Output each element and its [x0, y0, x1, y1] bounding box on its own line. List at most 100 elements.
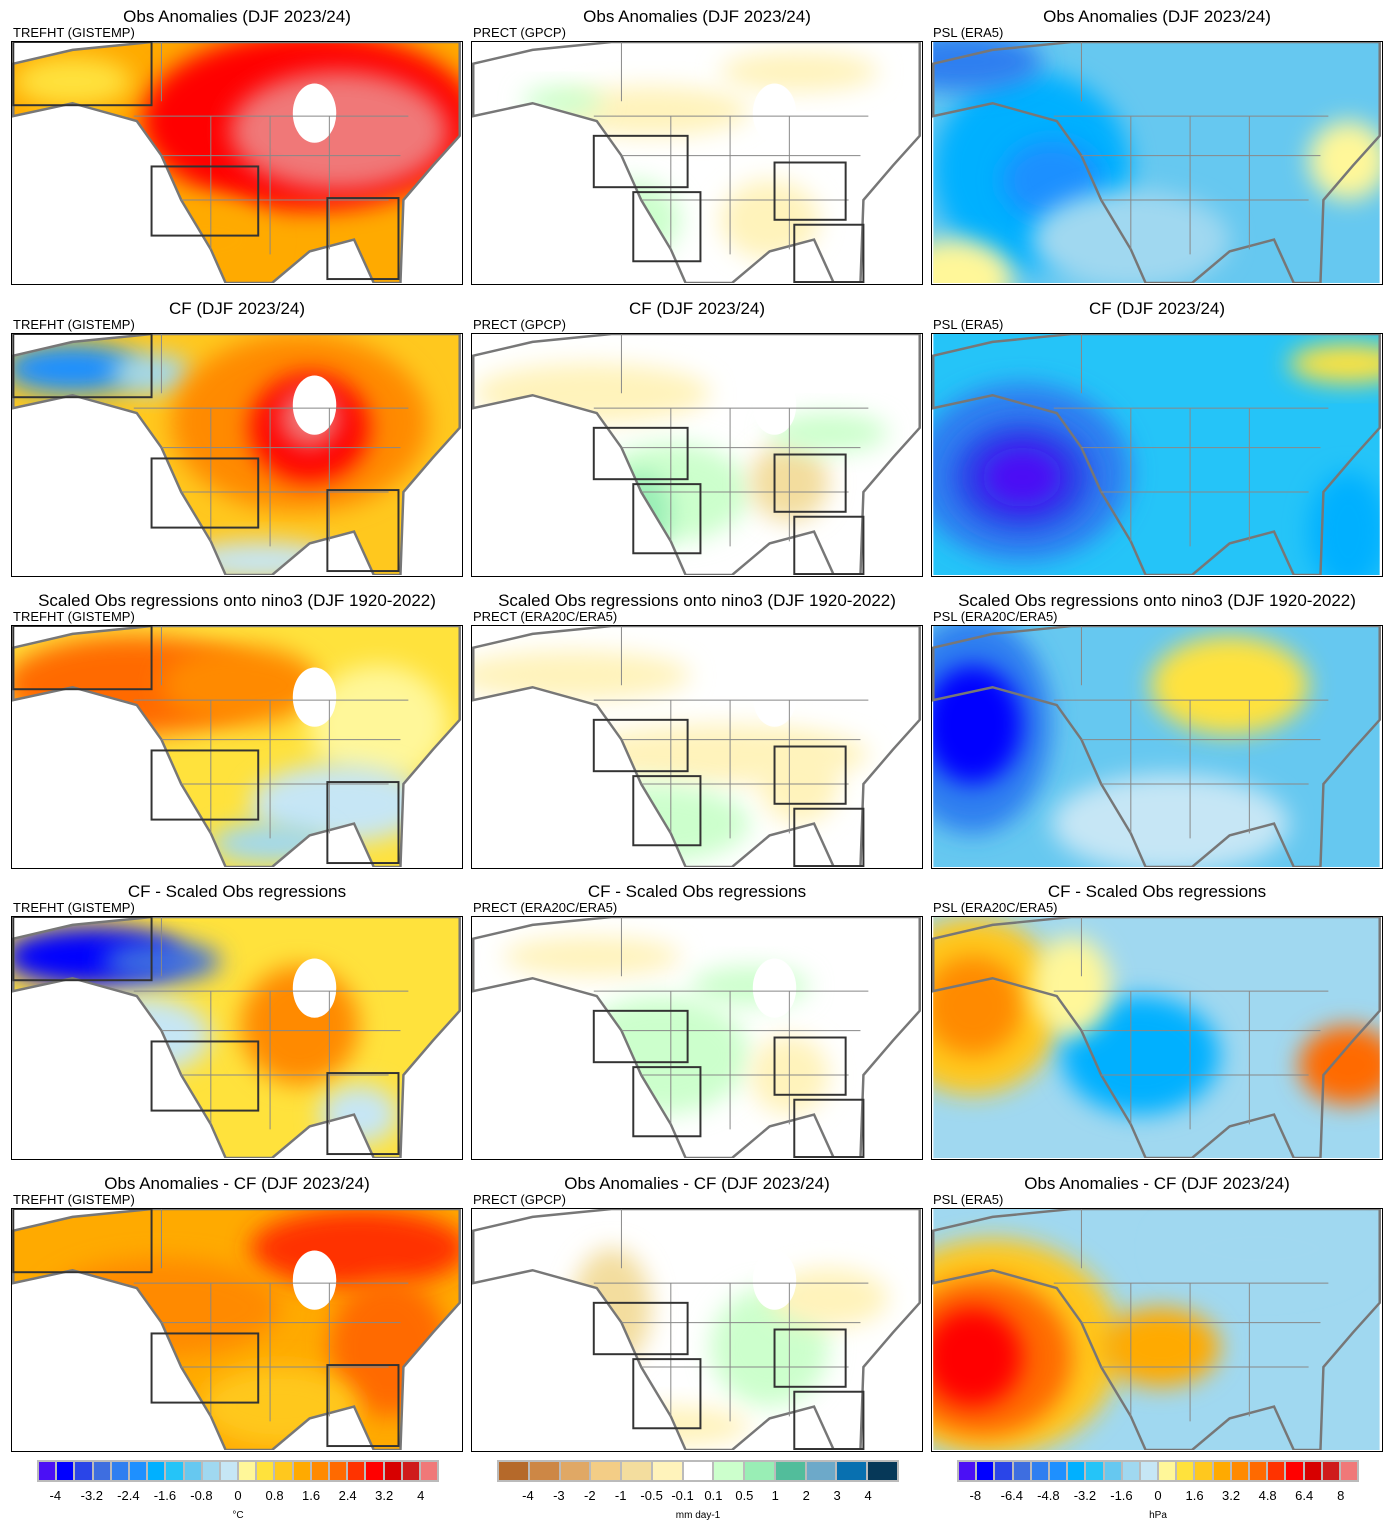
- colorbar-tick-label: -8: [969, 1488, 982, 1503]
- coastline: [472, 1209, 921, 1450]
- anomaly-contour-region: [250, 1209, 460, 1289]
- region-box: [632, 483, 702, 555]
- colorbar-tick-label: -3.2: [80, 1488, 104, 1503]
- panel-variable-label: PRECT (GPCP): [473, 25, 566, 40]
- region-box: [632, 1358, 702, 1430]
- colorbar-unit: hPa: [1149, 1510, 1167, 1521]
- colorbar-swatch: [293, 1462, 312, 1480]
- colorbar-tick-label: 0: [234, 1488, 242, 1503]
- anomaly-contour-region: [1061, 996, 1220, 1115]
- panel-title: CF (DJF 2023/24): [1088, 299, 1226, 318]
- panel-title: Obs Anomalies (DJF 2023/24): [123, 7, 351, 26]
- colorbar-tick-label: 1.6: [302, 1488, 321, 1503]
- region-box: [773, 1328, 847, 1388]
- anomaly-contour-region: [1051, 774, 1289, 867]
- colorbar-tick-label: -0.8: [190, 1488, 213, 1503]
- colorbar-swatch: [806, 1462, 838, 1480]
- colorbar-tick-label: 6.4: [1295, 1488, 1314, 1503]
- colorbar-swatch: [837, 1462, 869, 1480]
- colorbar-swatch: [591, 1462, 623, 1480]
- region-box: [326, 197, 400, 281]
- political-borders: [593, 334, 869, 547]
- coastline: [12, 42, 461, 283]
- political-borders: [1053, 626, 1329, 839]
- region-box: [592, 426, 689, 481]
- hudson-bay: [292, 1250, 337, 1310]
- panel-variable-label: PSL (ERA20C/ERA5): [933, 609, 1058, 624]
- anomaly-contour-region: [933, 42, 1042, 92]
- map-panel: [11, 333, 463, 577]
- map-panel: [11, 1208, 463, 1452]
- anomaly-contour-region: [181, 541, 340, 575]
- colorbar-tick-label: 0.1: [704, 1488, 723, 1503]
- region-box: [592, 134, 689, 189]
- region-box: [773, 161, 847, 221]
- colorbar-swatch: [184, 1462, 203, 1480]
- panel-variable-label: TREFHT (GISTEMP): [13, 317, 135, 332]
- coastline: [932, 917, 1381, 1158]
- anomaly-contour-region: [1288, 343, 1380, 384]
- region-box: [793, 515, 865, 575]
- colorbar-swatch: [420, 1462, 438, 1480]
- political-borders: [133, 334, 409, 547]
- map-panel: [11, 916, 463, 1160]
- anomaly-contour-region: [552, 784, 750, 864]
- anomaly-contour-region: [502, 936, 681, 977]
- region-box: [150, 1040, 260, 1112]
- colorbar-tick-label: 8: [1337, 1488, 1345, 1503]
- anomaly-contour-region: [572, 996, 750, 1115]
- colorbar-swatch: [384, 1462, 403, 1480]
- colorbar-unit: °C: [232, 1510, 244, 1521]
- coastline: [472, 334, 921, 575]
- colorbar-swatch: [220, 1462, 240, 1480]
- hudson-bay: [292, 83, 337, 143]
- colorbar-swatch: [1304, 1462, 1323, 1480]
- hudson-bay: [292, 375, 337, 435]
- colorbar-swatch: [57, 1462, 76, 1480]
- region-box: [592, 718, 689, 773]
- colorbar-swatch: [311, 1462, 330, 1480]
- coastline: [472, 917, 921, 1158]
- hudson-bay: [752, 1250, 797, 1310]
- colorbar-tick-label: -2: [583, 1488, 596, 1503]
- colorbar-tick-label: -2.4: [117, 1488, 140, 1503]
- colorbar-tick-label: -1.6: [153, 1488, 177, 1503]
- region-box: [12, 917, 153, 982]
- colorbar: [957, 1460, 1359, 1482]
- coastline: [12, 626, 461, 867]
- region-box: [793, 223, 865, 283]
- region-box: [793, 1098, 865, 1158]
- colorbar-swatch: [868, 1462, 897, 1480]
- colorbar-swatch: [775, 1462, 807, 1480]
- region-box: [12, 42, 153, 107]
- region-box: [12, 334, 153, 399]
- map-panel: [11, 625, 463, 869]
- political-borders: [1053, 1209, 1329, 1422]
- colorbar-tick-label: 1.6: [1185, 1488, 1204, 1503]
- colorbar-swatch: [1140, 1462, 1160, 1480]
- colorbar-swatch: [977, 1462, 996, 1480]
- anomaly-contour-region: [1150, 635, 1309, 735]
- colorbar: [37, 1460, 439, 1482]
- region-box: [773, 1036, 847, 1096]
- colorbar-swatch: [1250, 1462, 1269, 1480]
- anomaly-contour-region: [720, 51, 879, 92]
- colorbar-tick-label: 2: [802, 1488, 810, 1503]
- colorbar-tick-label: 4.8: [1258, 1488, 1277, 1503]
- map-panel: [931, 916, 1383, 1160]
- region-box: [150, 457, 260, 529]
- colorbar-tick-label: -0.5: [640, 1488, 663, 1503]
- hudson-bay: [752, 958, 797, 1018]
- anomaly-contour-region: [1032, 936, 1112, 1036]
- hudson-bay: [752, 83, 797, 143]
- colorbar-tick-label: 0.8: [265, 1488, 284, 1503]
- political-borders: [593, 1209, 869, 1422]
- colorbar-swatch: [111, 1462, 130, 1480]
- anomaly-contour-region: [1160, 1209, 1358, 1289]
- region-box: [592, 1301, 689, 1356]
- colorbar-swatch: [257, 1462, 276, 1480]
- colorbar-tick-label: 4: [864, 1488, 872, 1503]
- panel-title: Obs Anomalies - CF (DJF 2023/24): [564, 1174, 830, 1193]
- hudson-bay: [292, 958, 337, 1018]
- map-panel: [931, 625, 1383, 869]
